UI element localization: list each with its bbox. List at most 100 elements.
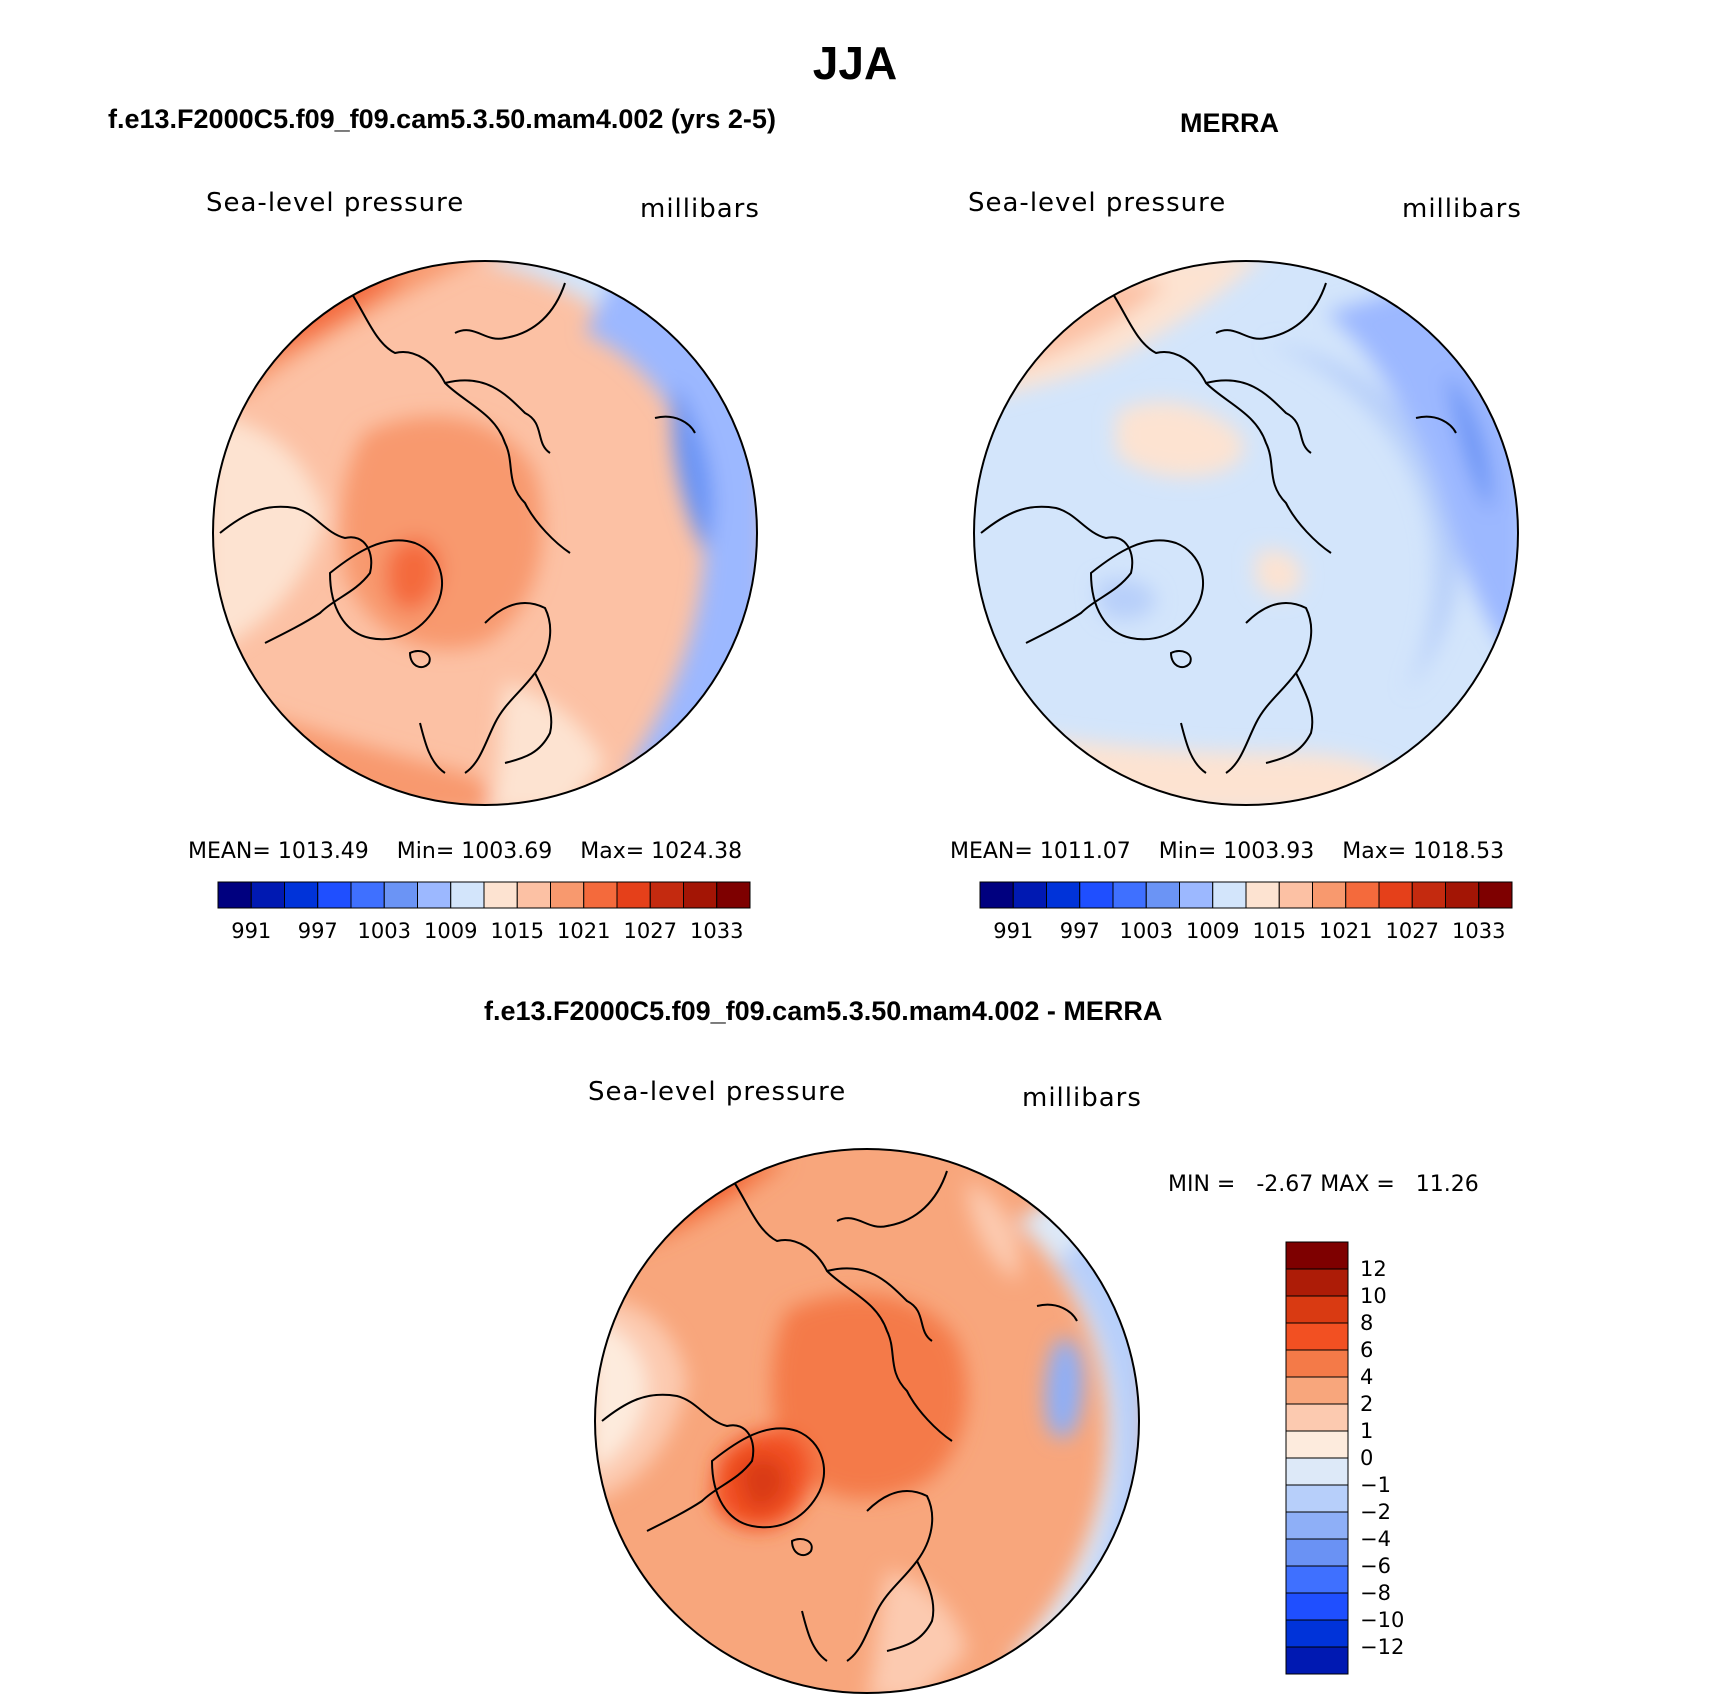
panel-2-title: MERRA — [1180, 108, 1279, 138]
colorbar-swatch — [284, 881, 319, 909]
panel-1-title: f.e13.F2000C5.f09_f09.cam5.3.50.mam4.002… — [108, 104, 776, 134]
panel-3-map — [594, 1148, 1140, 1694]
colorbar-swatch — [1411, 881, 1446, 909]
panel-1-max-label: Max= — [580, 839, 645, 864]
colorbar-swatch — [1079, 881, 1114, 909]
colorbar-tick-label: −12 — [1360, 1635, 1404, 1659]
colorbar-tick-label: −1 — [1360, 1473, 1391, 1497]
figure-title: JJA — [812, 37, 898, 89]
colorbar-tick-label: 1027 — [624, 919, 677, 943]
panel-3-units: millibars — [1022, 1083, 1142, 1113]
colorbar-swatch — [683, 881, 718, 909]
colorbar-tick-label: −4 — [1360, 1527, 1391, 1551]
colorbar-swatch — [1285, 1511, 1349, 1540]
colorbar-tick-label: 1009 — [424, 919, 477, 943]
panel-2-max-label: Max= — [1342, 839, 1407, 864]
panel-2-variable: Sea-level pressure — [968, 188, 1227, 218]
colorbar-tick-label: −10 — [1360, 1608, 1404, 1632]
colorbar-swatch — [250, 881, 285, 909]
panel-1-map — [212, 260, 758, 806]
colorbar-swatch — [1179, 881, 1214, 909]
colorbar-swatch — [1285, 1646, 1349, 1675]
colorbar-swatch — [649, 881, 684, 909]
colorbar-swatch — [1285, 1295, 1349, 1324]
colorbar-tick-label: 1003 — [358, 919, 411, 943]
colorbar-tick-label: 1003 — [1120, 919, 1173, 943]
colorbar-swatch — [1145, 881, 1180, 909]
colorbar-swatch — [716, 881, 751, 909]
panel-2-mean-value: 1011.07 — [1039, 839, 1131, 864]
panel-2-colorbar: 991 997 1003 1009 1015 1021 1027 1033 — [979, 881, 1513, 943]
panel-3-max-label: MAX = — [1320, 1172, 1395, 1197]
colorbar-swatch — [1012, 881, 1047, 909]
panel-3-min-value: -2.67 — [1256, 1172, 1314, 1197]
panel-1-mean-value: 1013.49 — [277, 839, 369, 864]
panel-3-variable: Sea-level pressure — [588, 1077, 847, 1107]
colorbar-swatch — [1112, 881, 1147, 909]
colorbar-swatch — [1285, 1430, 1349, 1459]
colorbar-swatch — [1285, 1484, 1349, 1513]
colorbar-tick-label: −8 — [1360, 1581, 1391, 1605]
panel-1-variable: Sea-level pressure — [206, 188, 465, 218]
panel-1-colorbar: 991 997 1003 1009 1015 1021 1027 1033 — [217, 881, 751, 943]
colorbar-swatch — [1285, 1457, 1349, 1486]
colorbar-swatch — [1378, 881, 1413, 909]
colorbar-tick-label: 4 — [1360, 1365, 1373, 1389]
panel-1-max-value: 1024.38 — [651, 839, 743, 864]
colorbar-tick-label: 8 — [1360, 1311, 1373, 1335]
colorbar-swatch — [1312, 881, 1347, 909]
colorbar-tick-label: 997 — [1060, 919, 1100, 943]
colorbar-swatch — [1285, 1619, 1349, 1648]
colorbar-swatch — [417, 881, 452, 909]
colorbar-swatch — [1478, 881, 1513, 909]
panel-1-min-label: Min= — [396, 839, 455, 864]
colorbar-swatch — [317, 881, 352, 909]
panel-3-title: f.e13.F2000C5.f09_f09.cam5.3.50.mam4.002… — [484, 996, 1163, 1026]
panel-1-units: millibars — [640, 194, 760, 224]
colorbar-swatch — [583, 881, 618, 909]
colorbar-tick-label: 10 — [1360, 1284, 1387, 1308]
colorbar-tick-label: 0 — [1360, 1446, 1373, 1470]
colorbar-tick-label: 1027 — [1386, 919, 1439, 943]
colorbar-tick-label: 2 — [1360, 1392, 1373, 1416]
colorbar-tick-label: −2 — [1360, 1500, 1391, 1524]
panel-3-stats: MIN = -2.67 MAX = 11.26 — [1168, 1172, 1479, 1197]
colorbar-tick-label: 1021 — [557, 919, 610, 943]
colorbar-swatch — [550, 881, 585, 909]
colorbar-swatch — [979, 881, 1014, 909]
colorbar-tick-label: 1021 — [1319, 919, 1372, 943]
colorbar-tick-label: 12 — [1360, 1257, 1387, 1281]
colorbar-tick-label: 1015 — [491, 919, 544, 943]
colorbar-tick-label: 997 — [298, 919, 338, 943]
colorbar-swatch — [616, 881, 651, 909]
colorbar-swatch — [516, 881, 551, 909]
colorbar-swatch — [1345, 881, 1380, 909]
colorbar-tick-label: −6 — [1360, 1554, 1391, 1578]
colorbar-swatch — [1245, 881, 1280, 909]
colorbar-swatch — [1212, 881, 1247, 909]
colorbar-swatch — [1285, 1268, 1349, 1297]
colorbar-tick-label: 1 — [1360, 1419, 1373, 1443]
panel-2-stats: MEAN= 1011.07 Min= 1003.93 Max= 1018.53 — [950, 839, 1504, 864]
colorbar-tick-label: 991 — [231, 919, 271, 943]
colorbar-swatch — [1285, 1403, 1349, 1432]
panel-2-max-value: 1018.53 — [1413, 839, 1505, 864]
colorbar-swatch — [383, 881, 418, 909]
colorbar-swatch — [1278, 881, 1313, 909]
panel-3-min-label: MIN = — [1168, 1172, 1236, 1197]
colorbar-swatch — [350, 881, 385, 909]
colorbar-tick-label: 1009 — [1186, 919, 1239, 943]
colorbar-swatch — [1046, 881, 1081, 909]
panel-2-units: millibars — [1402, 194, 1522, 224]
panel-2-map — [973, 260, 1519, 806]
colorbar-tick-label: 1015 — [1253, 919, 1306, 943]
colorbar-swatch — [217, 881, 252, 909]
panel-1-mean-label: MEAN= — [188, 839, 271, 864]
panel-2-min-label: Min= — [1158, 839, 1217, 864]
colorbar-swatch — [1285, 1349, 1349, 1378]
colorbar-swatch — [450, 881, 485, 909]
colorbar-swatch — [483, 881, 518, 909]
panel-2-mean-label: MEAN= — [950, 839, 1033, 864]
panel-1-min-value: 1003.69 — [461, 839, 553, 864]
